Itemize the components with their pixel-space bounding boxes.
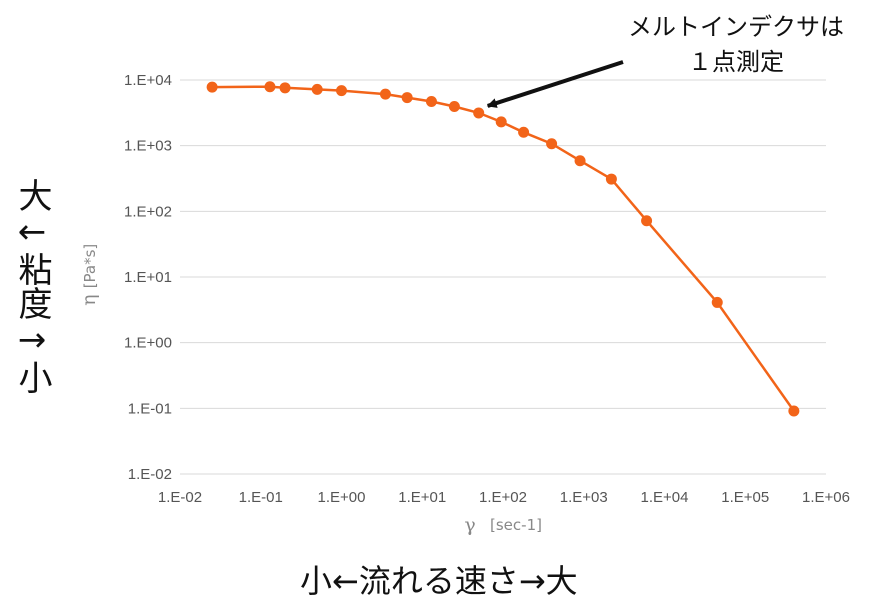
x-tick-label: 1.E+05 <box>721 489 769 506</box>
data-point <box>379 88 391 100</box>
x-tick-label: 1.E+03 <box>560 489 608 506</box>
x-tick-labels: 1.E-02 1.E-01 1.E+00 1.E+01 1.E+02 1.E+03 1.E+… <box>158 489 850 506</box>
data-point <box>605 173 617 185</box>
x-tick-label: 1.E+00 <box>318 489 366 506</box>
annotation-line-1: メルトインデクサは <box>628 13 844 41</box>
data-point <box>546 138 558 150</box>
y-tick-label: 1.E-01 <box>128 400 172 417</box>
x-tick-label: 1.E-02 <box>158 489 202 506</box>
y-axis-caption: 大←粘度→小 <box>12 178 52 394</box>
x-axis-caption: 小←流れる速さ→大 <box>300 562 578 600</box>
data-point <box>473 107 485 119</box>
annotation-arrow <box>486 60 624 108</box>
annotation-line-2: １点測定 <box>688 48 784 76</box>
data-point <box>206 81 218 93</box>
data-point <box>279 82 291 94</box>
x-axis-symbol: γ <box>464 514 475 536</box>
data-point <box>311 83 323 95</box>
x-tick-label: 1.E+01 <box>398 489 446 506</box>
y-tick-label: 1.E+03 <box>124 138 172 155</box>
annotation: メルトインデクサは １点測定 <box>486 13 844 108</box>
data-point <box>264 81 276 93</box>
data-point <box>401 92 413 104</box>
series-layer <box>206 81 800 417</box>
y-tick-labels: 1.E-02 1.E-01 1.E+00 1.E+01 1.E+02 1.E+03 1.E+… <box>124 72 172 483</box>
y-tick-label: 1.E-02 <box>128 466 172 483</box>
x-tick-label: 1.E+04 <box>641 489 689 506</box>
x-axis-unit: [sec-1] <box>490 516 542 534</box>
y-tick-label: 1.E+00 <box>124 335 172 352</box>
data-point <box>448 100 460 112</box>
data-point <box>711 296 723 308</box>
data-point <box>574 155 586 167</box>
y-axis-unit: [Pa*s] <box>81 244 99 289</box>
x-tick-label: 1.E+06 <box>802 489 850 506</box>
y-axis-symbol: η <box>78 294 100 305</box>
data-point <box>518 126 530 138</box>
x-tick-label: 1.E+02 <box>479 489 527 506</box>
data-point <box>425 96 437 108</box>
x-tick-label: 1.E-01 <box>239 489 283 506</box>
series-line <box>212 85 795 412</box>
grid-lines <box>180 79 826 475</box>
data-point <box>336 85 347 97</box>
y-tick-label: 1.E+01 <box>124 269 172 286</box>
data-point <box>641 215 653 227</box>
data-point <box>788 405 800 417</box>
data-point <box>495 116 507 128</box>
y-tick-label: 1.E+04 <box>124 72 172 89</box>
y-tick-label: 1.E+02 <box>124 203 172 220</box>
